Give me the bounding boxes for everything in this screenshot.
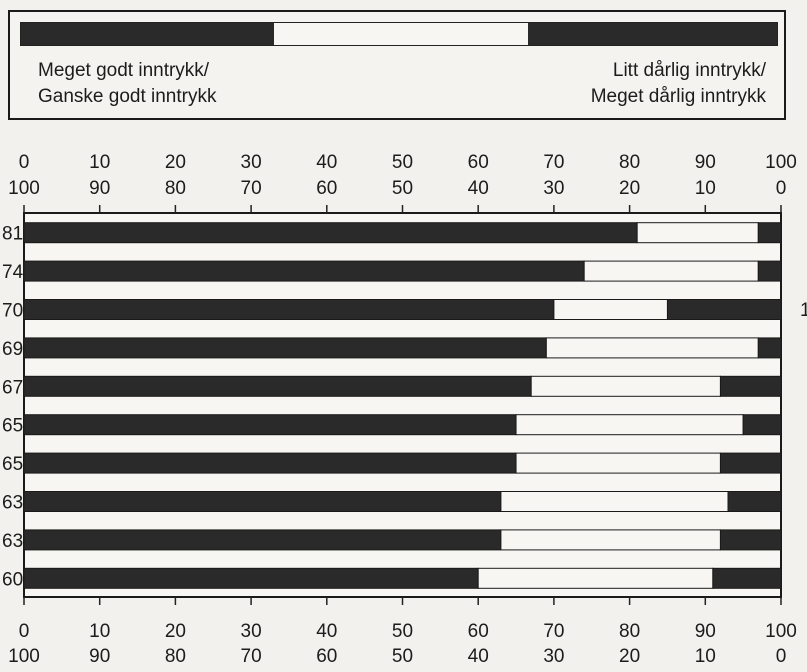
top-tick-label-reverse: 10 — [695, 178, 716, 199]
top-tick-label: 10 — [89, 152, 110, 173]
bottom-tick-label-reverse: 100 — [8, 646, 40, 667]
bar-neutral — [500, 529, 721, 551]
bar-neutral — [515, 452, 721, 474]
category-label: 74 — [2, 262, 24, 283]
bar-positive — [23, 491, 502, 512]
top-tick-label: 0 — [19, 152, 30, 173]
category-label: 67 — [2, 377, 23, 398]
bar-neutral — [477, 567, 714, 589]
category-label: 70 — [2, 301, 23, 322]
bar-negative — [719, 452, 782, 474]
bar-negative — [719, 375, 782, 397]
bar-positive — [23, 260, 585, 282]
bar-negative — [719, 529, 782, 551]
bar-neutral — [500, 491, 729, 512]
bar-positive — [23, 567, 479, 589]
category-label: 63 — [2, 531, 23, 552]
top-tick-label-reverse: 20 — [619, 178, 640, 199]
legend-box: Meget godt inntrykk/ Ganske godt inntryk… — [8, 10, 786, 120]
bottom-tick-label: 70 — [543, 621, 564, 642]
legend-positive-swatch — [21, 23, 275, 45]
top-tick-label-reverse: 0 — [776, 178, 787, 199]
bar-positive — [23, 337, 547, 359]
bottom-tick-label-reverse: 80 — [165, 646, 186, 667]
bottom-tick-label-reverse: 10 — [695, 646, 716, 667]
legend-right-line1: Litt dårlig inntrykk/ — [612, 60, 766, 81]
bottom-tick-label-reverse: 70 — [241, 646, 262, 667]
bar-negative — [757, 260, 782, 282]
top-tick-label-reverse: 70 — [241, 178, 262, 199]
legend-left-line1: Meget godt inntrykk/ — [38, 60, 210, 81]
bar-neutral — [553, 299, 668, 320]
bar-positive — [23, 375, 532, 397]
bar-negative — [666, 299, 782, 320]
category-label: 65 — [2, 454, 23, 475]
top-tick-label: 20 — [165, 152, 186, 173]
bottom-tick-label-reverse: 90 — [89, 646, 110, 667]
legend-right-line2: Meget dårlig inntrykk — [590, 86, 766, 107]
bottom-tick-label: 20 — [165, 621, 186, 642]
top-tick-label: 80 — [619, 152, 640, 173]
bottom-tick-label-reverse: 30 — [543, 646, 564, 667]
bottom-tick-label: 0 — [19, 621, 30, 642]
top-tick-label-reverse: 30 — [543, 178, 564, 199]
legend-bar — [20, 22, 778, 46]
category-label: 69 — [2, 339, 23, 360]
top-tick-label-reverse: 100 — [8, 178, 40, 199]
bottom-tick-label-reverse: 0 — [776, 646, 787, 667]
top-tick-label-reverse: 80 — [165, 178, 186, 199]
category-label: 63 — [2, 493, 23, 514]
top-tick-label: 100 — [765, 152, 797, 173]
bar-negative — [727, 491, 782, 512]
bottom-tick-label-reverse: 60 — [316, 646, 337, 667]
bottom-tick-label-reverse: 40 — [468, 646, 489, 667]
top-tick-label: 30 — [241, 152, 262, 173]
bar-positive — [23, 222, 638, 244]
category-label: 81 — [2, 224, 23, 245]
bottom-tick-label-reverse: 20 — [619, 646, 640, 667]
bar-negative — [742, 414, 782, 436]
category-label: 60 — [2, 569, 23, 590]
bar-negative — [757, 337, 782, 359]
bar-neutral — [545, 337, 759, 359]
category-label: 65 — [2, 416, 23, 437]
bar-neutral — [583, 260, 759, 282]
top-tick-label-reverse: 90 — [89, 178, 110, 199]
top-tick-label: 50 — [392, 152, 413, 173]
bar-negative — [757, 222, 782, 244]
bottom-tick-label: 80 — [619, 621, 640, 642]
bar-negative — [712, 567, 782, 589]
bottom-tick-label: 100 — [765, 621, 797, 642]
top-tick-label-reverse: 40 — [468, 178, 489, 199]
bottom-tick-label: 30 — [241, 621, 262, 642]
top-tick-label-reverse: 50 — [392, 178, 413, 199]
bottom-tick-label: 40 — [316, 621, 337, 642]
right-margin-label: 1 — [800, 300, 807, 321]
bar-positive — [23, 299, 555, 320]
top-tick-label-reverse: 60 — [316, 178, 337, 199]
top-tick-label: 60 — [468, 152, 489, 173]
legend-negative-swatch — [527, 23, 777, 45]
bottom-tick-label: 90 — [695, 621, 716, 642]
top-tick-label: 70 — [543, 152, 564, 173]
bar-neutral — [636, 222, 759, 244]
bottom-tick-label: 10 — [89, 621, 110, 642]
legend-left-line2: Ganske godt inntrykk — [38, 86, 217, 107]
bar-neutral — [515, 414, 744, 436]
legend-neutral-swatch — [274, 23, 528, 45]
top-tick-label: 40 — [316, 152, 337, 173]
top-tick-label: 90 — [695, 152, 716, 173]
bar-neutral — [530, 375, 721, 397]
bar-positive — [23, 452, 517, 474]
bottom-tick-label-reverse: 50 — [392, 646, 413, 667]
bottom-tick-label: 60 — [468, 621, 489, 642]
bar-positive — [23, 529, 502, 551]
legend-left-label: Meget godt inntrykk/ Ganske godt inntryk… — [38, 58, 216, 110]
bottom-tick-label: 50 — [392, 621, 413, 642]
legend-right-label: Litt dårlig inntrykk/ Meget dårlig inntr… — [591, 58, 766, 110]
bar-positive — [23, 414, 517, 436]
